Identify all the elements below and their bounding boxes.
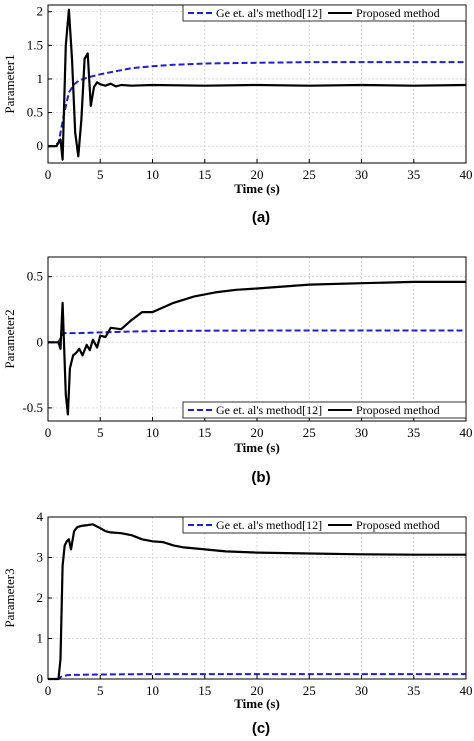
legend-label-ge-method: Ge et. al's method[12] xyxy=(216,403,322,417)
y-tick-label: 3 xyxy=(37,550,44,565)
series-line-proposed-method xyxy=(48,523,466,681)
series-line-proposed-method xyxy=(48,8,467,161)
x-tick-label: 15 xyxy=(198,425,211,440)
x-tick-label: 10 xyxy=(146,167,159,182)
y-tick-label: 2 xyxy=(37,4,44,19)
y-tick-label: 0.5 xyxy=(27,105,43,120)
panel-caption: (b) xyxy=(251,469,270,486)
x-tick-label: 30 xyxy=(355,425,368,440)
y-tick-label: 0 xyxy=(37,671,44,686)
x-tick-label: 40 xyxy=(460,167,473,182)
panel-caption: (a) xyxy=(252,209,270,226)
y-axis-label: Parameter1 xyxy=(2,54,17,113)
x-tick-label: 25 xyxy=(303,683,316,698)
legend-label-proposed-method: Proposed method xyxy=(356,6,440,20)
legend-label-proposed-method: Proposed method xyxy=(356,403,440,417)
y-axis-label: Parameter2 xyxy=(2,309,17,368)
chart-panel-1: 0 5 10 15 20 25 30 35 40 0 0.5 1 1.5 2 Time (s) Paramet… xyxy=(2,4,473,226)
x-tick-label: 35 xyxy=(407,425,420,440)
x-axis-label: Time (s) xyxy=(234,181,280,196)
x-axis-label: Time (s) xyxy=(234,696,280,711)
x-tick-label: 5 xyxy=(97,683,104,698)
x-tick-label: 10 xyxy=(146,683,159,698)
series-line-ge-method xyxy=(48,329,466,344)
x-axis-label: Time (s) xyxy=(234,440,280,455)
legend-box xyxy=(182,516,467,534)
series-line-proposed-method xyxy=(48,280,466,416)
x-tick-label: 5 xyxy=(97,425,104,440)
x-tick-label: 30 xyxy=(355,167,368,182)
y-tick-label: 1 xyxy=(37,631,44,646)
y-axis-label: Parameter3 xyxy=(2,568,17,627)
x-tick-label: 20 xyxy=(251,425,264,440)
chart-panel-3: 0 5 10 15 20 25 30 35 40 0 1 2 3 4 Time (s) Parameter3 G… xyxy=(2,509,473,737)
legend-label-ge-method: Ge et. al's method[12] xyxy=(216,518,322,532)
x-tick-label: 25 xyxy=(303,167,316,182)
y-tick-label: 0 xyxy=(37,138,44,153)
x-tick-label: 20 xyxy=(251,167,264,182)
x-tick-label: 25 xyxy=(303,425,316,440)
x-tick-label: 15 xyxy=(198,683,211,698)
y-tick-label: 4 xyxy=(37,509,44,524)
y-tick-label: 0.5 xyxy=(27,269,43,284)
y-tick-label: 1 xyxy=(37,71,44,86)
legend-label-proposed-method: Proposed method xyxy=(356,518,440,532)
legend-box xyxy=(182,4,467,22)
legend-box xyxy=(182,401,467,419)
x-tick-label: 10 xyxy=(146,425,159,440)
x-tick-label: 35 xyxy=(407,683,420,698)
y-tick-label: -0.5 xyxy=(22,400,43,415)
legend-label-ge-method: Ge et. al's method[12] xyxy=(216,6,322,20)
x-tick-label: 30 xyxy=(355,683,368,698)
x-tick-label: 35 xyxy=(407,167,420,182)
series-line-ge-method xyxy=(48,61,466,148)
panel-caption: (c) xyxy=(252,720,270,737)
y-tick-label: 1.5 xyxy=(27,37,43,52)
x-tick-label: 0 xyxy=(45,167,52,182)
y-tick-label: 0 xyxy=(37,334,44,349)
x-tick-label: 40 xyxy=(460,425,473,440)
x-tick-label: 40 xyxy=(460,683,473,698)
x-tick-label: 0 xyxy=(45,425,52,440)
x-tick-label: 20 xyxy=(251,683,264,698)
x-tick-label: 5 xyxy=(97,167,104,182)
x-tick-label: 15 xyxy=(198,167,211,182)
x-tick-label: 0 xyxy=(45,683,52,698)
y-tick-label: 2 xyxy=(37,590,44,605)
